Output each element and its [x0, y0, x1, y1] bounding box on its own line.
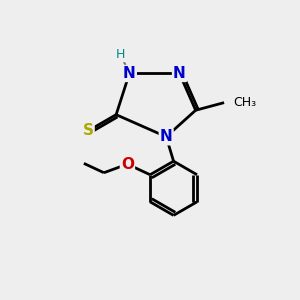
Text: N: N: [123, 66, 136, 81]
Text: H: H: [116, 48, 125, 61]
Text: N: N: [173, 66, 186, 81]
Text: S: S: [82, 123, 94, 138]
Text: N: N: [160, 129, 172, 144]
Text: O: O: [121, 157, 134, 172]
Text: CH₃: CH₃: [233, 96, 256, 109]
